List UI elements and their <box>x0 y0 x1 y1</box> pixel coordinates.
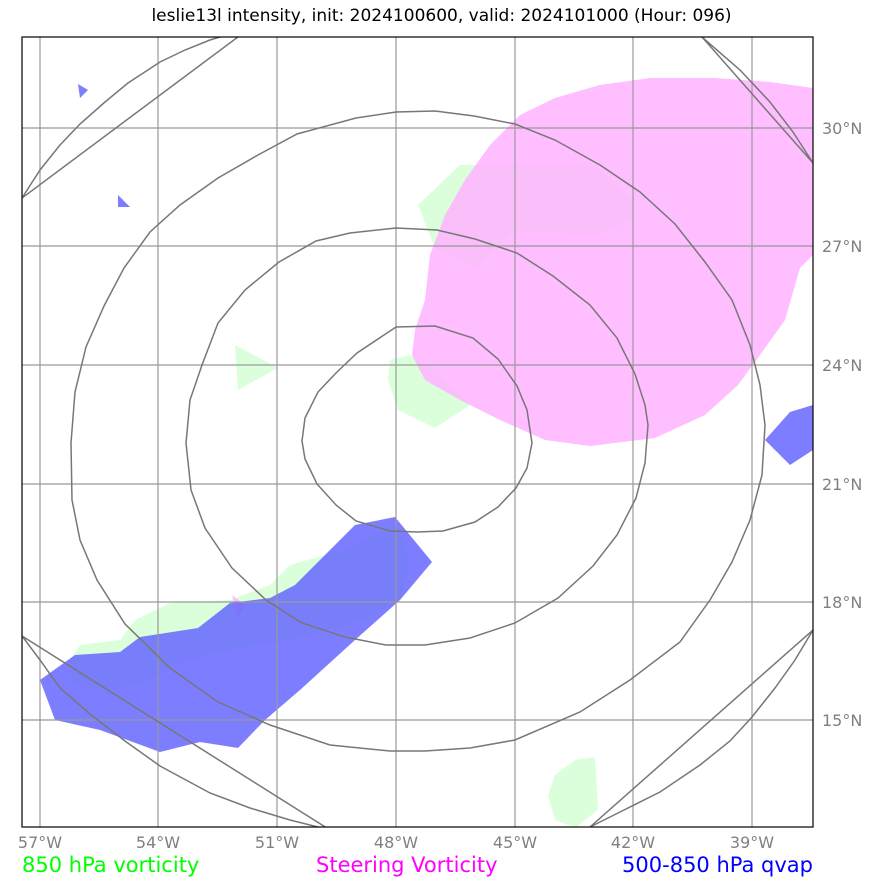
lat-label: 15°N <box>822 711 862 730</box>
range-ring <box>22 635 327 827</box>
vort850-region <box>235 345 278 390</box>
lat-label: 27°N <box>822 237 862 256</box>
range-ring <box>701 37 813 164</box>
range-ring <box>22 37 240 199</box>
range-ring <box>301 325 533 533</box>
qvap-region <box>78 84 88 98</box>
lat-label: 24°N <box>822 356 862 375</box>
lat-label: 18°N <box>822 593 862 612</box>
lon-label: 42°W <box>611 833 655 852</box>
vort850-region <box>388 355 470 428</box>
steering-vorticity-layer <box>232 78 813 618</box>
range-ring <box>185 227 649 646</box>
map-plot-area <box>22 37 813 827</box>
legend-steering-vorticity: Steering Vorticity <box>316 853 498 877</box>
lon-label: 39°W <box>730 833 774 852</box>
lat-labels: 30°N 27°N 24°N 21°N 18°N 15°N <box>822 119 862 730</box>
lon-labels: 57°W 54°W 51°W 48°W 45°W 42°W 39°W <box>18 833 774 852</box>
lat-label: 30°N <box>822 119 862 138</box>
legend-850-vorticity: 850 hPa vorticity <box>22 853 200 877</box>
plot-frame <box>21 36 814 828</box>
qvap-region <box>118 195 130 207</box>
legend-qvap: 500-850 hPa qvap <box>622 853 813 877</box>
lon-label: 48°W <box>374 833 418 852</box>
lon-label: 45°W <box>493 833 537 852</box>
qvap-region <box>40 517 432 752</box>
lat-label: 21°N <box>822 475 862 494</box>
lon-label: 51°W <box>255 833 299 852</box>
qvap-layer <box>40 84 813 752</box>
lon-label: 57°W <box>18 833 62 852</box>
range-rings <box>22 37 813 827</box>
qvap-region <box>765 405 813 465</box>
steering-vorticity-region <box>412 78 813 446</box>
range-ring <box>589 629 813 827</box>
range-ring <box>70 110 766 752</box>
page-title: leslie13l intensity, init: 2024100600, v… <box>151 6 732 26</box>
vort850-region <box>548 757 598 827</box>
graticule <box>22 37 813 827</box>
lon-label: 54°W <box>136 833 180 852</box>
